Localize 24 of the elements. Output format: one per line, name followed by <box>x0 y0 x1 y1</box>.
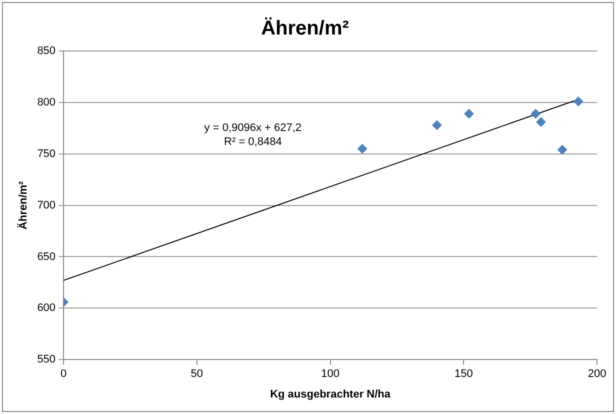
y-axis-title: Ähren/m² <box>16 180 30 230</box>
x-tick-label: 200 <box>588 368 606 380</box>
point <box>536 116 546 127</box>
y-tick-label: 750 <box>37 148 56 160</box>
y-tick-label: 800 <box>37 96 56 108</box>
y-tick-label: 850 <box>37 45 56 58</box>
x-tick-label: 0 <box>60 368 67 380</box>
y-tick-label: 550 <box>37 354 56 366</box>
point <box>464 108 474 119</box>
y-tick-label: 700 <box>37 199 56 212</box>
point <box>530 108 541 119</box>
annotation: R² = 0,8484 <box>224 136 282 148</box>
point <box>557 144 568 155</box>
chart-title: Ähren/m² <box>261 16 350 40</box>
point <box>573 96 584 106</box>
x-tick-label: 150 <box>454 368 473 380</box>
y-tick-label: 650 <box>37 250 56 263</box>
x-axis-title: Kg ausgebrachter N/ha <box>270 388 392 400</box>
point <box>432 120 442 130</box>
x-tick-label: 100 <box>321 368 340 380</box>
x-tick-label: 50 <box>190 368 204 380</box>
point <box>357 144 368 154</box>
y-tick-label: 600 <box>37 302 56 314</box>
annotation: y = 0,9096x + 627,2 <box>204 122 302 134</box>
